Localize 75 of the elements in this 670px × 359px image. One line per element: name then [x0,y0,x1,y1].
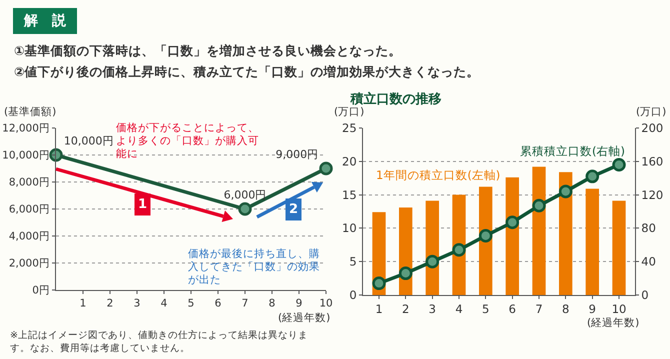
point [558,184,572,198]
series-label: 累積積立口数(右軸) [520,144,625,158]
annotation: 価格が下がることによって、より多くの「口数」が購入可能に [116,122,260,161]
data-label: 6,000円 [224,188,266,202]
annotation: 1 [138,197,148,212]
y-tick-label: 0円 [32,284,50,297]
x-axis-title: (経過年数) [587,317,640,329]
y-tick-label: 12,000円 [2,122,50,135]
annotation: 2 [289,202,298,217]
x-tick-label: 3 [428,302,436,316]
point [506,216,520,230]
x-tick-label: 5 [482,302,490,316]
y2-tick-label: 80 [641,221,656,236]
x-tick-label: 9 [588,302,596,316]
y-tick-label: 0 [349,288,357,302]
point [478,228,492,242]
point [398,266,412,280]
point [238,202,252,216]
x-axis-title: (経過年数) [278,312,330,324]
x-tick-label: 4 [160,298,168,310]
x-tick-label: 1 [80,298,86,310]
y-tick-label: 10,000円 [2,150,50,162]
bar [586,188,599,295]
x-tick-label: 2 [402,302,410,316]
annotation: 価格が最後に持ち直し、購入してきた「口数」の効果が出た [188,248,321,287]
y-axis-title: (基準価額) [4,105,56,118]
x-tick-label: 4 [455,302,463,316]
y-tick-label: 5 [349,254,357,269]
x-tick-label: 7 [535,302,543,316]
point [372,276,386,290]
y2-axis-title: (万口) [636,106,666,118]
point [586,170,600,184]
data-label: 9,000円 [276,148,318,161]
y2-tick-label: 160 [641,154,664,168]
chart-subtitle: ①基準価額の下落時は、「口数」を増加させる良い機会となった。 ②値下がり後の価格上昇時に、積み立てた「口数」の増加効果が大きくなった。 [14,42,481,81]
point [426,254,440,268]
point [452,243,466,257]
y-tick-label: 20 [342,154,357,168]
point [612,158,626,172]
x-tick-label: 10 [612,302,626,316]
y-tick-label: 4,000円 [8,230,50,243]
x-tick-label: 7 [242,298,248,310]
bar [532,166,546,295]
y2-tick-label: 0 [641,288,649,302]
x-tick-label: 9 [296,298,302,310]
y-tick-label: 25 [342,121,357,136]
y-tick-label: 10 [342,221,357,236]
y-axis-title: (万口) [334,106,364,118]
x-tick-label: 2 [106,298,114,310]
x-tick-label: 8 [562,302,570,316]
x-tick-label: 6 [508,302,516,316]
series-label: 1年間の積立口数(左軸) [376,168,500,182]
x-tick-label: 8 [268,298,276,310]
x-tick-label: 5 [188,298,194,310]
y2-tick-label: 200 [641,121,664,136]
point [532,198,546,212]
text: ※上記はイメージ図であり、値動きの仕方によって結果は異なります。なお、費用等は考慮していません。 [10,329,309,355]
bar [506,177,519,295]
x-tick-label: 6 [214,298,222,310]
y-tick-label: 8,000円 [8,176,50,189]
bar [612,200,626,295]
y-tick-label: 2,000円 [8,258,50,270]
x-tick-label: 3 [134,298,140,310]
point [319,162,333,176]
y-tick-label: 15 [342,188,357,202]
data-label: 10,000円 [64,134,114,148]
chart-title: 解 説 [13,8,77,34]
point [49,148,63,162]
y-tick-label: 6,000円 [8,204,50,216]
y2-tick-label: 120 [641,188,664,202]
y2-tick-label: 40 [641,254,656,269]
x-tick-label: 10 [319,298,333,310]
chart-title: 積立口数の推移 [349,91,442,108]
x-tick-label: 1 [375,302,383,316]
bar [559,172,572,295]
